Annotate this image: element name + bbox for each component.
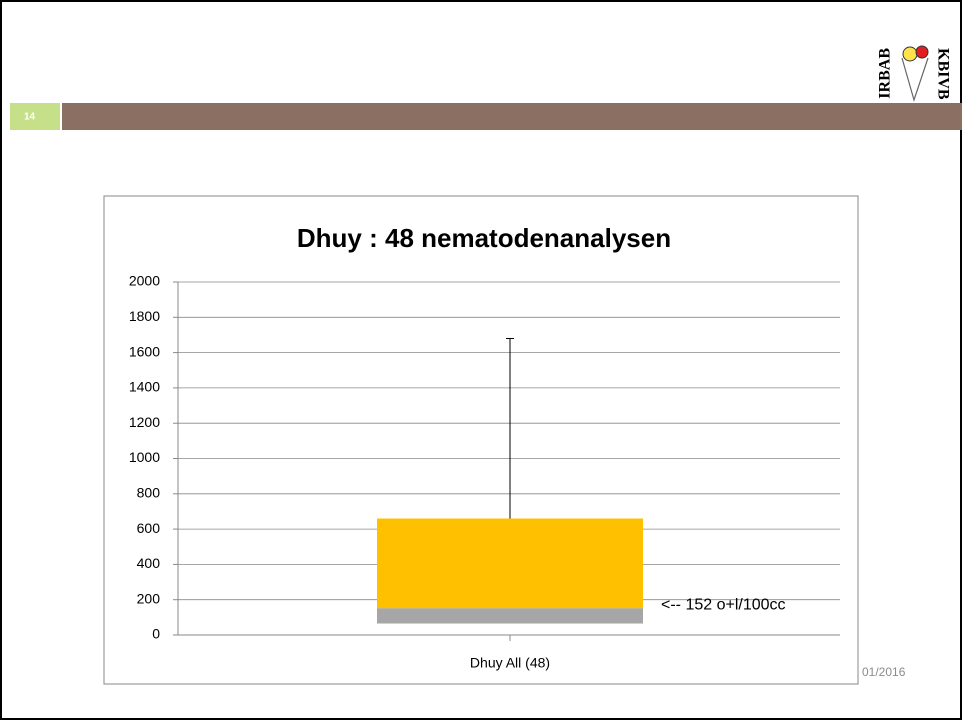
- annotation: <-- 152 o+l/100cc: [661, 596, 786, 613]
- logo: IRBAB KBIVB: [877, 45, 951, 103]
- y-tick-label: 600: [137, 520, 161, 536]
- logo-ball: [915, 45, 929, 59]
- x-tick-label: Dhuy All (48): [470, 655, 550, 671]
- chart-title: Dhuy : 48 nematodenanalysen: [297, 223, 671, 253]
- logo-ball: [902, 46, 918, 62]
- y-tick-label: 1800: [129, 308, 160, 324]
- logo-cone: [901, 57, 929, 103]
- logo-text: KBIVB: [934, 48, 951, 100]
- slide-date: 01/2016: [862, 665, 906, 679]
- y-tick-label: 800: [137, 485, 161, 501]
- header-bar: [62, 103, 962, 130]
- y-tick-label: 200: [137, 590, 161, 606]
- y-tick-label: 400: [137, 555, 161, 571]
- y-tick-label: 2000: [129, 273, 160, 289]
- slide-number: 14: [24, 112, 36, 123]
- y-tick-label: 1200: [129, 414, 160, 430]
- box-upper: [377, 518, 643, 609]
- y-tick-label: 1400: [129, 379, 160, 395]
- y-tick-label: 1000: [129, 449, 160, 465]
- number-box: [10, 103, 60, 130]
- y-tick-label: 0: [152, 626, 160, 642]
- y-tick-label: 1600: [129, 343, 160, 359]
- box-lower: [377, 608, 643, 624]
- logo-text: IRBAB: [877, 48, 894, 99]
